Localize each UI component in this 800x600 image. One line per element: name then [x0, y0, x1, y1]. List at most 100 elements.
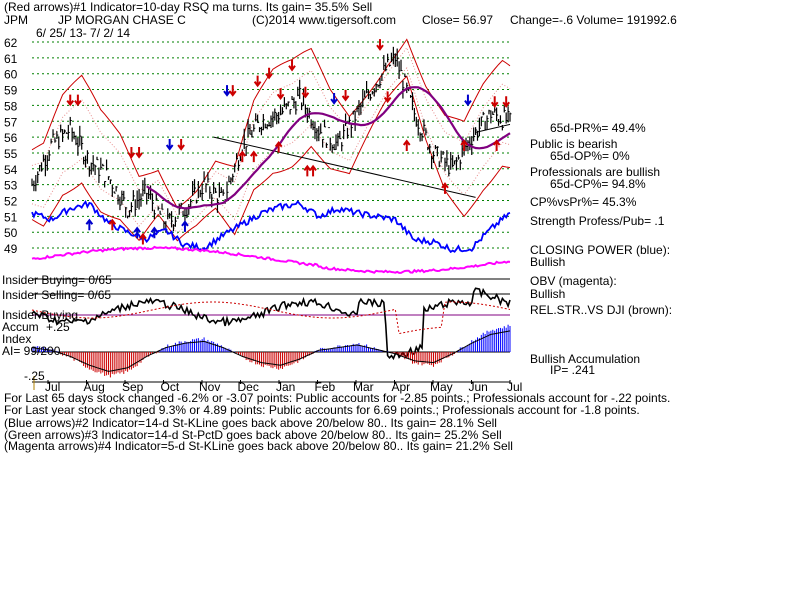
trend-line [213, 123, 511, 198]
ma-line [146, 86, 511, 210]
buy-arrow [303, 164, 312, 177]
month-label: Jun [469, 380, 488, 394]
y-tick-label: 50 [4, 226, 18, 240]
insider-selling-count: Insider Selling= 0/65 [2, 288, 112, 302]
buy-arrow [139, 232, 147, 245]
buy-arrow [309, 164, 317, 177]
company-name: JP MORGAN CHASE C [58, 13, 186, 27]
y-tick-label: 61 [4, 52, 18, 66]
footer-line-4: (Green arrows)#3 Indicator=14-d St-PctD … [4, 428, 502, 442]
strength-label: Strength Profess/Pub= .1 [530, 214, 665, 228]
obv-line [31, 245, 511, 274]
footer-line-5: (Magenta arrows)#4 Indicator=5-d St-KLin… [4, 439, 513, 453]
accumulation-label: Bullish Accumulation [530, 352, 641, 366]
sell-arrow [253, 75, 262, 88]
obv-state: Bullish [530, 287, 566, 301]
sell-arrow [165, 139, 174, 151]
sell-arrow [228, 85, 237, 97]
relstr-ma-line [31, 301, 511, 335]
footer-line-1: For Last 65 days stock changed -6.2% or … [4, 391, 671, 405]
month-label: Nov [199, 380, 220, 394]
closing-power-label: CLOSING POWER (blue): [530, 243, 671, 257]
month-labels: Jul Aug Sep Oct Nov Dec Jan Feb Mar Apr May Jun Jul [32, 376, 522, 394]
sell-arrow [464, 94, 472, 107]
buy-arrow [460, 139, 468, 152]
y-tick-label: 60 [4, 68, 18, 82]
lower-band [31, 75, 511, 242]
obv-path [31, 245, 511, 274]
sell-arrow [376, 39, 384, 51]
footer-line-2: For Last year stock changed 9.3% or 4.89… [4, 403, 640, 417]
y-tick-label: 51 [4, 210, 18, 224]
accum-ma-line [31, 330, 511, 372]
cpvspr-label: CP%vsPr%= 45.3% [530, 195, 637, 209]
month-label: Apr [392, 380, 411, 394]
sell-arrow [276, 88, 285, 100]
buy-arrow [492, 139, 501, 152]
sell-arrow [74, 94, 82, 107]
accum-label: Accum [2, 320, 39, 334]
relstr-label: REL.STR..VS DJI (brown): [530, 303, 673, 317]
ip-label: IP= .241 [550, 363, 596, 377]
closing-power-path [31, 200, 511, 254]
buy-arrow [150, 226, 159, 239]
ticker: JPM [4, 13, 28, 27]
sell-arrow [66, 94, 75, 107]
lower-inner-band [31, 67, 511, 235]
sell-arrow [330, 93, 338, 105]
sell-arrow [177, 139, 185, 151]
y-tick-label: 62 [4, 36, 18, 50]
y-tick-label: 56 [4, 131, 18, 145]
accumulation-histogram [31, 324, 511, 378]
accum-plus-label: +.25 [46, 320, 70, 334]
downtrend-line [213, 136, 476, 198]
month-label: Dec [238, 380, 259, 394]
month-label: Oct [161, 380, 180, 394]
ai-label: AI= 99/200 [2, 344, 61, 358]
index-label: Index [2, 332, 32, 346]
header-line-1: (Red arrows)#1 Indicator=10-day RSQ ma t… [4, 0, 373, 14]
buy-arrow [238, 150, 247, 163]
y-tick-label: 53 [4, 179, 18, 193]
y-tick-label: 52 [4, 195, 18, 209]
trend-line-end [475, 123, 511, 133]
buy-arrow [441, 182, 449, 194]
sell-arrow [265, 67, 273, 80]
closing-power-line [31, 200, 511, 254]
buy-arrow [133, 226, 141, 239]
buy-arrow [249, 150, 258, 163]
buy-arrow [402, 139, 411, 152]
insider-buying-count: Insider Buying= 0/65 [2, 273, 112, 287]
sell-arrow [127, 146, 136, 159]
footer-line-3: (Blue arrows)#2 Indicator=14-d St-KLine … [4, 416, 497, 430]
closing-power-state: Bullish [530, 255, 566, 269]
close-value: Close= 56.97 [422, 13, 494, 27]
buy-arrow [274, 140, 283, 153]
moving-average-line [146, 86, 511, 210]
sell-arrow [502, 96, 510, 108]
y-tick-label: 58 [4, 99, 18, 113]
pr65-label: 65d-PR%= 49.4% [550, 121, 646, 135]
date-range: 6/ 25/ 13- 7/ 2/ 14 [36, 26, 131, 40]
y-tick-label: 54 [4, 163, 18, 177]
month-label: Mar [353, 380, 374, 394]
op65-label: 65d-OP%= 0% [550, 149, 630, 163]
obv-label: OBV (magenta): [530, 274, 617, 288]
sell-arrow [223, 85, 231, 97]
relstr-line [31, 287, 511, 361]
bollinger-bands [31, 38, 511, 242]
change-volume: Change=-.6 Volume= 191992.6 [510, 13, 677, 27]
signal-arrows [66, 39, 510, 245]
month-label: Feb [315, 380, 336, 394]
sell-arrow [490, 96, 499, 108]
sell-arrow [288, 59, 296, 72]
buy-arrow [181, 220, 189, 232]
public-bearish: Public is bearish [530, 137, 618, 151]
month-label: Aug [84, 380, 105, 394]
source: (C)2014 www.tigersoft.com [252, 13, 397, 27]
y-tick-label: 55 [4, 147, 18, 161]
month-label: Sep [122, 380, 144, 394]
month-label: Jul [507, 380, 522, 394]
month-label: May [430, 380, 453, 394]
